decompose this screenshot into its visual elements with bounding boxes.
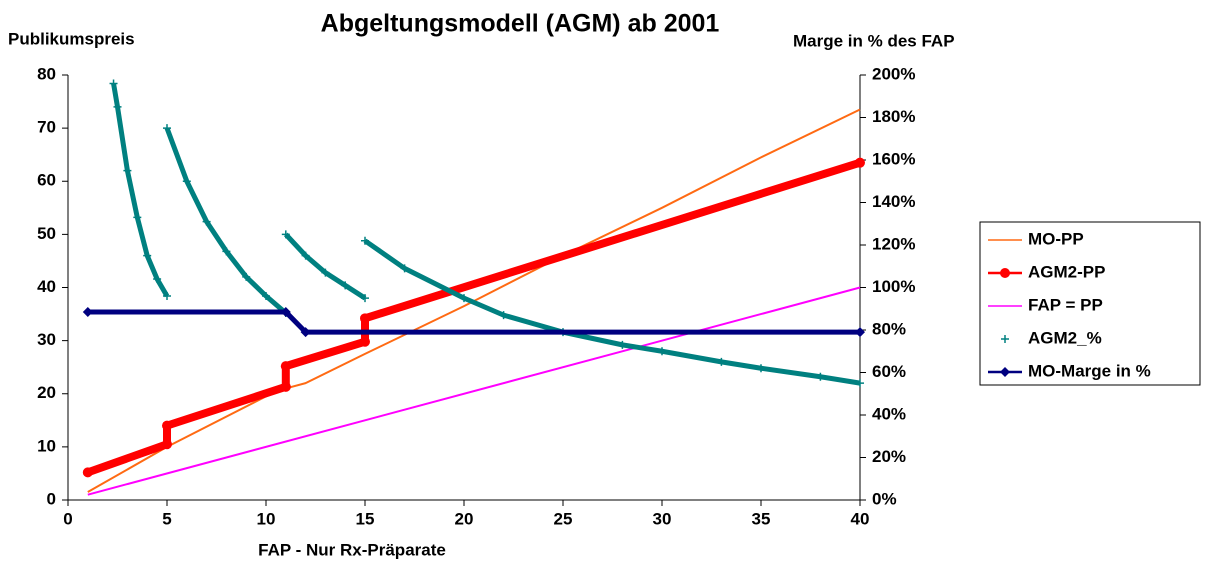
y2-tick-label: 100% (872, 277, 915, 296)
data-point (855, 327, 865, 338)
series-line (86, 158, 862, 477)
data-point (109, 79, 118, 88)
y2-tick-label: 0% (872, 489, 897, 508)
legend-label: MO-Marge in % (1028, 361, 1151, 380)
y-tick-label: 60 (37, 171, 56, 190)
y2-tick-label: 200% (872, 64, 915, 83)
data-point (717, 357, 726, 366)
x-tick-label: 5 (162, 509, 171, 528)
data-point (658, 347, 666, 356)
data-point (280, 306, 291, 317)
x-axis-label: FAP - Nur Rx-Präparate (258, 540, 446, 559)
x-tick-label: 25 (554, 509, 573, 528)
data-point (242, 272, 251, 281)
data-point (133, 213, 142, 222)
data-point (153, 275, 162, 283)
data-point (360, 313, 370, 324)
data-point (123, 166, 132, 175)
data-point (82, 306, 93, 317)
data-point (280, 361, 291, 372)
chart-title: Abgeltungsmodell (AGM) ab 2001 (321, 10, 720, 38)
legend-label: FAP = PP (1028, 295, 1103, 314)
x-tick-label: 0 (63, 509, 72, 528)
legend-marker (1000, 268, 1010, 278)
y-tick-label: 20 (37, 383, 56, 402)
data-point (361, 294, 369, 303)
y2-tick-label: 180% (872, 107, 915, 126)
y2-tick-label: 80% (872, 319, 906, 338)
data-point (82, 467, 93, 478)
data-point (163, 124, 171, 133)
data-point (222, 247, 231, 256)
legend-label: AGM2_% (1028, 328, 1102, 347)
legend-box (979, 221, 1201, 386)
data-point (757, 364, 765, 373)
data-point (281, 230, 290, 239)
data-point (163, 292, 171, 300)
x-tick-label: 30 (653, 509, 672, 528)
data-point (360, 336, 370, 347)
legend-marker (1001, 335, 1009, 343)
series-line (111, 83, 861, 386)
data-point (262, 292, 270, 300)
y2-tick-label: 120% (872, 234, 915, 253)
data-point (162, 420, 172, 431)
series-line (87, 108, 861, 493)
data-point (618, 340, 627, 349)
data-point (301, 251, 310, 260)
x-tick-label: 15 (356, 509, 375, 528)
data-point (856, 379, 864, 388)
data-point (162, 439, 172, 450)
y2-tick-label: 160% (872, 149, 915, 168)
data-point (816, 372, 825, 381)
series-line (87, 309, 860, 335)
data-point (182, 177, 191, 186)
data-point (300, 327, 311, 338)
data-point (499, 311, 508, 320)
x-tick-label: 40 (851, 509, 870, 528)
y-tick-label: 0 (47, 489, 56, 508)
y-tick-label: 40 (37, 277, 56, 296)
legend-marker (1000, 367, 1010, 377)
y2-tick-label: 60% (872, 362, 906, 381)
x-tick-label: 20 (455, 509, 474, 528)
data-point (855, 157, 865, 168)
y-tick-label: 10 (37, 436, 56, 455)
data-point (202, 217, 211, 226)
y2-axis-label: Marge in % des FAP (793, 31, 955, 50)
data-point (321, 268, 330, 277)
legend-label: MO-PP (1028, 229, 1084, 248)
x-tick-label: 10 (257, 509, 276, 528)
data-point (113, 102, 122, 111)
y-tick-label: 50 (37, 224, 56, 243)
data-point (280, 381, 291, 392)
data-point (143, 251, 152, 260)
series-line (87, 286, 861, 496)
y-tick-label: 70 (37, 118, 56, 137)
data-point (341, 281, 350, 290)
data-point (400, 264, 409, 273)
data-point (361, 236, 369, 245)
y2-tick-label: 40% (872, 404, 906, 423)
x-tick-label: 35 (752, 509, 771, 528)
data-point (460, 294, 468, 303)
y2-tick-label: 20% (872, 447, 906, 466)
y-tick-label: 80 (37, 64, 56, 83)
y-tick-label: 30 (37, 330, 56, 349)
y2-tick-label: 140% (872, 192, 915, 211)
legend-label: AGM2-PP (1028, 262, 1105, 281)
y-axis-label: Publikumspreis (8, 29, 135, 48)
